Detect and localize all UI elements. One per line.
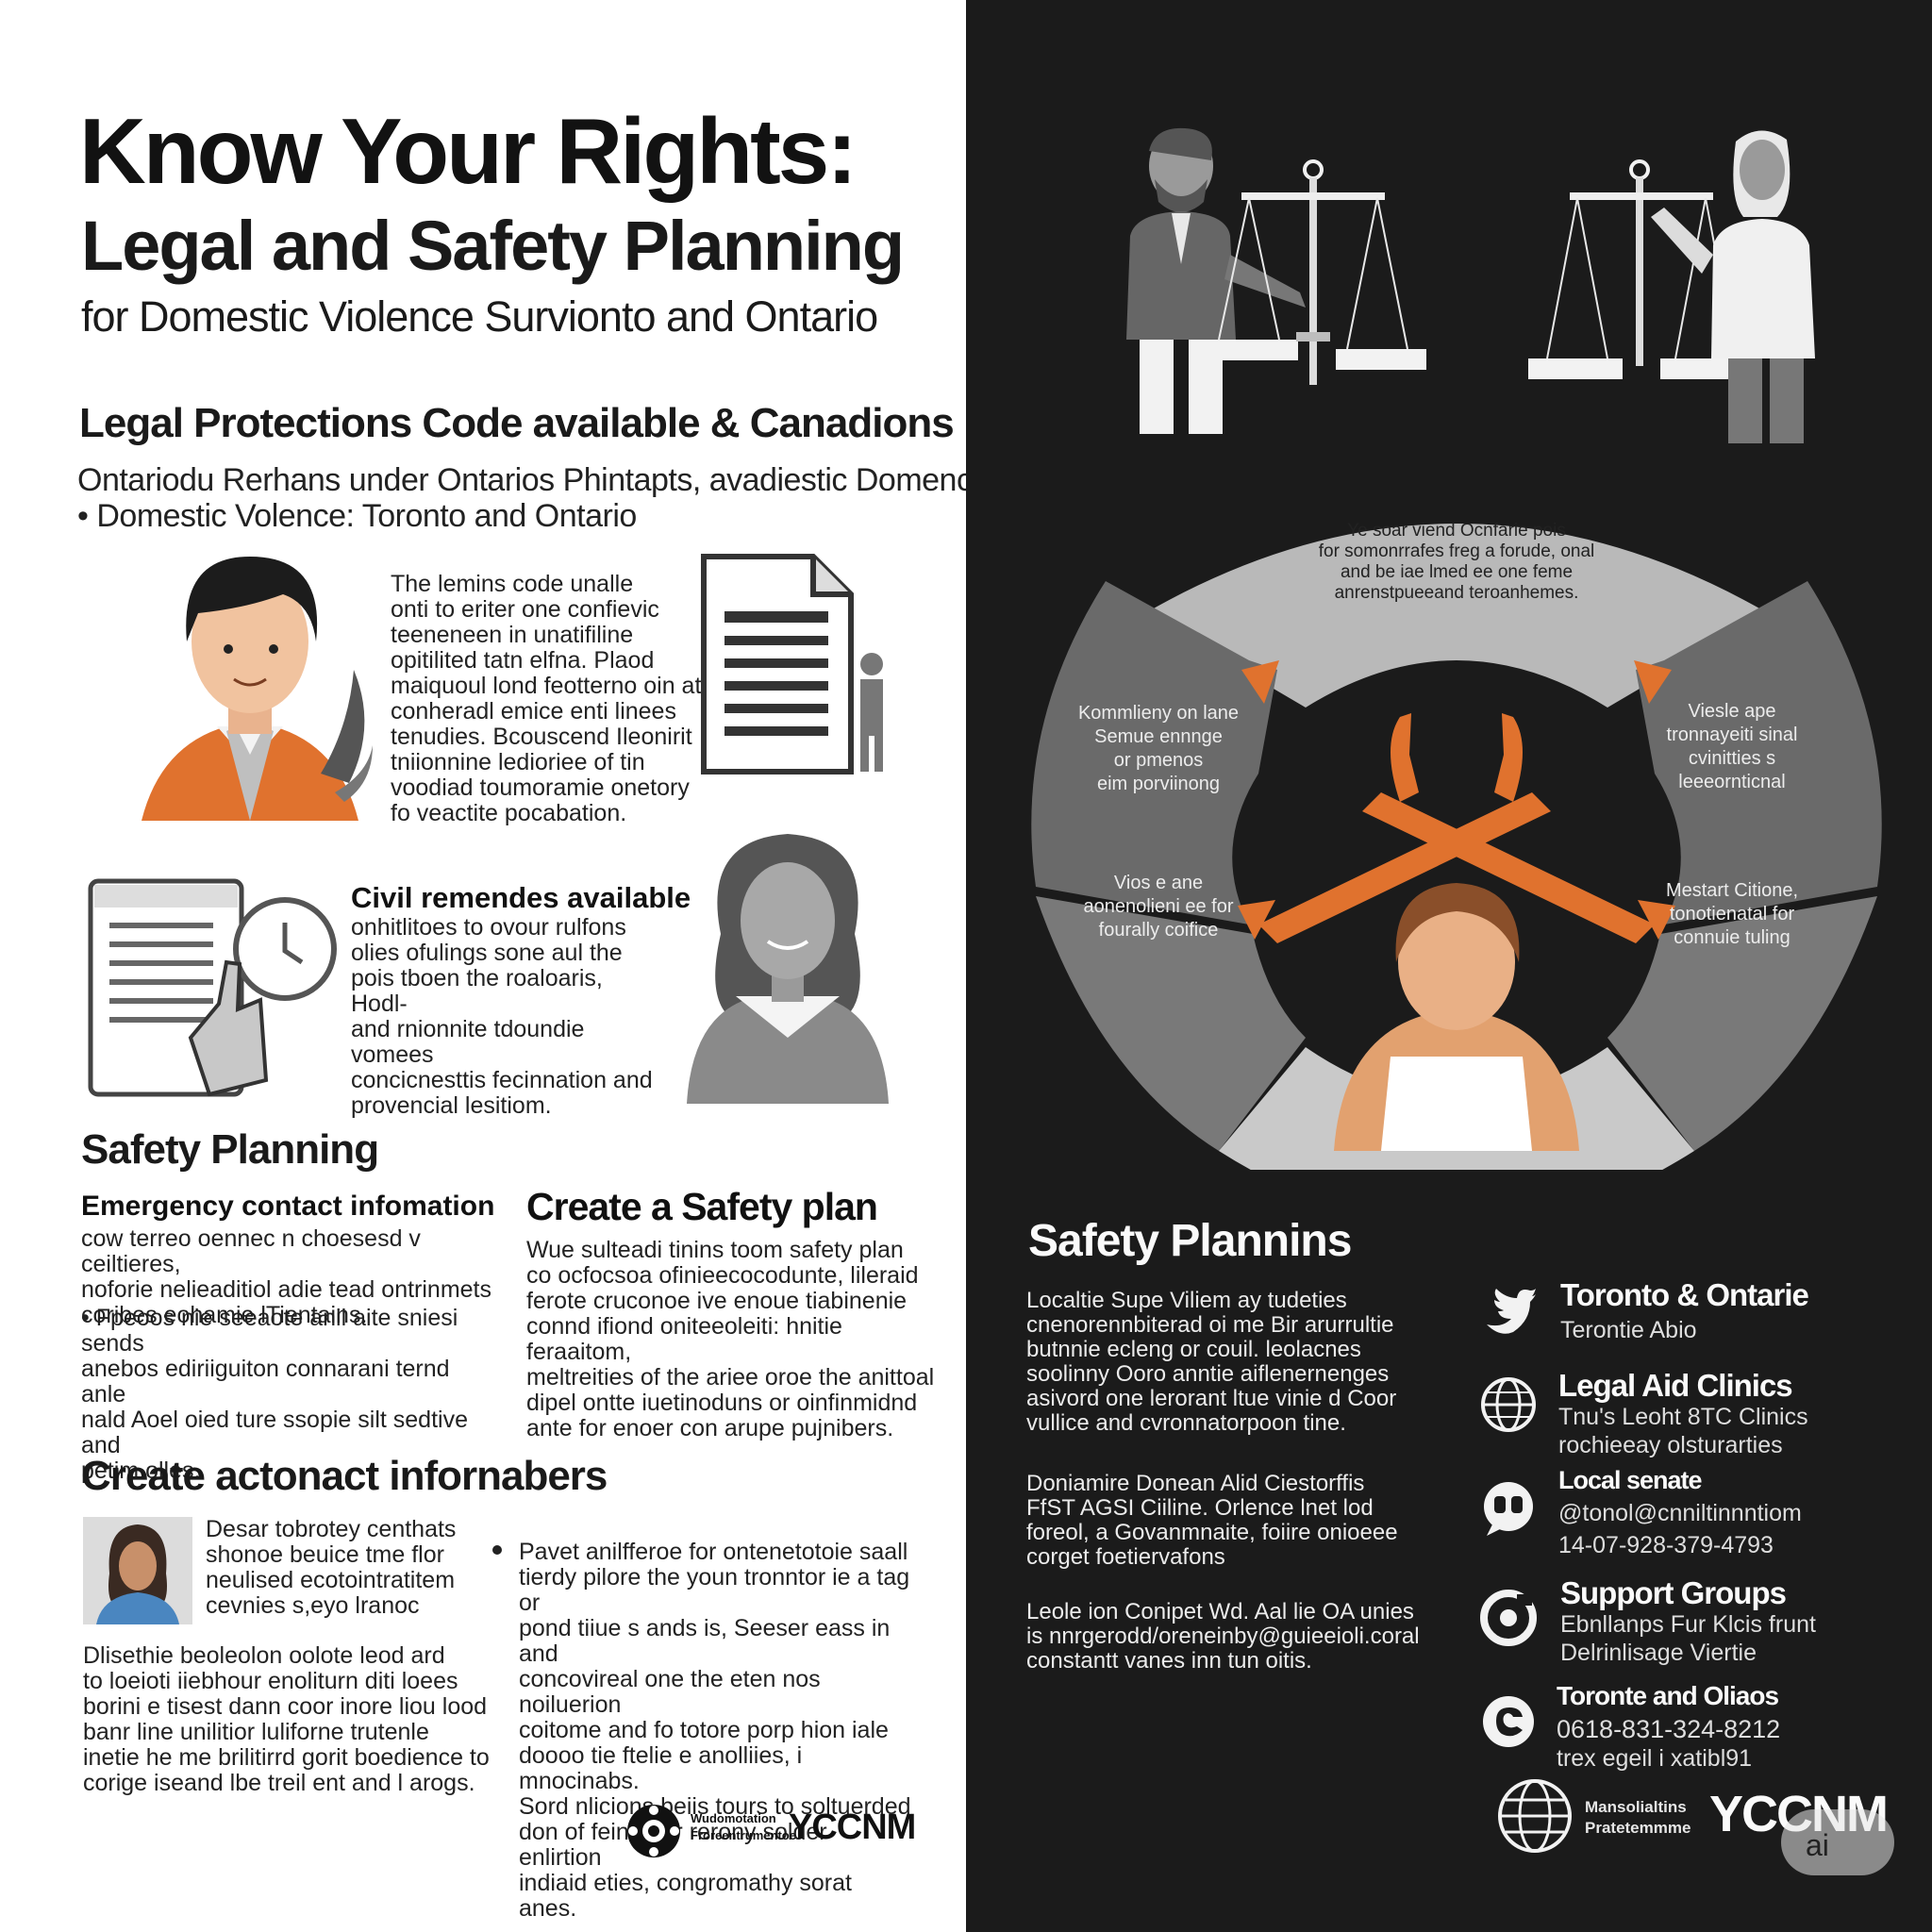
twitter-bird-icon [1487,1289,1536,1334]
footer-logo-line2: Froreentrumentoe [691,1828,796,1842]
contact-line: @tonol@cnniltinnntiom [1558,1500,1802,1526]
legal-protections-heading: Legal Protections Code available & Canad… [79,400,955,446]
bullet-dot [492,1545,502,1555]
page-subtitle: Legal and Safety Planning [81,207,905,285]
contact-title: Legal Aid Clinics [1558,1368,1793,1403]
target-icon [1480,1590,1537,1646]
globe-icon [1481,1377,1536,1432]
wheel-top-text: Ye soar viend Ocnfarie pois for somonrra… [1318,521,1595,603]
contact-title: Support Groups [1560,1575,1787,1610]
justice-scales-illustration [1126,127,1815,443]
page-subtitle-secondary: for Domestic Violence Survionto and Onta… [81,292,878,341]
chat-icon [1484,1482,1533,1536]
contact-line: Tnu's Leoht 8TC Clinics [1558,1404,1808,1430]
man-avatar-illustration [142,557,373,821]
document-icon [701,554,883,774]
wheel-right-bottom-text: Mestart Citione, tonotienatal for connui… [1665,880,1799,948]
right-safety-para3: Leole ion Conipet Wd. Aal lie OA unies i… [1026,1599,1420,1674]
right-safety-para2: Doniamire Donean Alid Ciestorffis FfST A… [1026,1471,1398,1570]
wheel-right-top-text: Viesle ape tronnayeiti sinal cvinitties … [1666,701,1798,792]
contact-title: Toronte and Oliaos [1557,1681,1779,1710]
wheel-left-top-text: Kommlieny on lane Semue ennnge or pmenos… [1077,703,1240,794]
legal-protections-line1: Ontariodu Rerhans under Ontarios Phintap… [77,462,990,498]
footer-globe-icon [1498,1779,1572,1853]
contact-line: 14-07-928-379-4793 [1558,1532,1774,1558]
contact-item[interactable]: Legal Aid Clinics Tnu's Leoht 8TC Clinic… [1479,1368,1913,1462]
footer-seal-icon [627,1805,680,1857]
legal-protections-line2: • Domestic Volence: Toronto and Ontario [77,498,637,534]
emergency-contact-heading: Emergency contact infomation [81,1191,495,1222]
contact-info-heading: Create actonact infornabers [81,1453,608,1499]
contact-box-text: Desar tobrotey centhats shonoe beuice tm… [206,1516,457,1619]
contact-line: Terontie Abio [1560,1317,1697,1343]
wheel-left-bottom-text: Vios e ane aonenolieni ee for fourally c… [1083,873,1234,941]
footer-logo-line1: Wudomotation [691,1811,776,1825]
clipboard-clock-icon [88,878,337,1097]
contact-item[interactable]: Toronto & Ontarie Terontie Abio [1479,1277,1913,1362]
emergency-contact-bullet: • Fpeoos nie seeaote anil aite sniesi se… [81,1305,468,1484]
contact-title: Local senate [1558,1466,1703,1494]
footer-logo-line2: Pratetemmme [1585,1819,1691,1837]
contact-photo [83,1517,192,1624]
contact-line: trex egeil i xatibl91 [1557,1745,1753,1772]
contact-title: Toronto & Ontarie [1560,1277,1809,1312]
civil-remedies-heading: Civil remendes available [351,881,691,914]
contact-body-text: Dlisethie beoleolon oolote leod ard to l… [83,1642,490,1796]
contact-line: Delrinlisage Viertie [1560,1640,1757,1666]
support-wheel-diagram [1031,524,1882,1170]
left-panel: Know Your Rights: Legal and Safety Plann… [77,99,991,1922]
right-safety-heading: Safety Plannins [1028,1216,1352,1266]
contact-line: 0618-831-324-8212 [1557,1715,1781,1743]
contact-item[interactable]: Toronte and Oliaos 0618-831-324-8212 tre… [1479,1681,1913,1775]
contact-line: rochieeay olsturarties [1558,1432,1783,1458]
right-safety-para1: Localtie Supe Viliem ay tudeties cnenore… [1026,1288,1397,1436]
ai-badge-label: ai [1806,1828,1829,1862]
create-safety-plan-text: Wue sulteadi tinins toom safety plan co … [526,1237,935,1441]
contact-bullet-text: Pavet anilfferoe for ontenetotoie saall … [519,1539,911,1922]
right-panel: Ye soar viend Ocnfarie pois for somonrra… [966,0,1932,1932]
contact-line: Ebnllanps Fur Klcis frunt [1560,1611,1816,1638]
footer-brand: YCCNM [789,1807,916,1847]
contact-item[interactable]: Support Groups Ebnllanps Fur Klcis frunt… [1479,1575,1913,1670]
ai-badge: ai [1781,1809,1894,1875]
civil-remedies-text: onhitlitoes to ovour rulfons olies ofuli… [351,914,653,1119]
chat-swirl-icon [1483,1696,1534,1747]
emergency-contact-text: cow terreo oennec n choesesd v ceiltiere… [81,1225,491,1328]
page-title: Know Your Rights: [79,99,858,203]
footer-logo-line1: Mansolialtins [1585,1798,1687,1816]
criminal-code-text: The lemins code unalle onti to eriter on… [391,571,702,826]
woman-avatar-illustration [687,834,889,1104]
create-safety-plan-heading: Create a Safety plan [526,1185,878,1228]
contact-item[interactable]: Local senate @tonol@cnniltinnntiom 14-07… [1479,1466,1913,1570]
safety-planning-heading: Safety Planning [81,1126,379,1173]
